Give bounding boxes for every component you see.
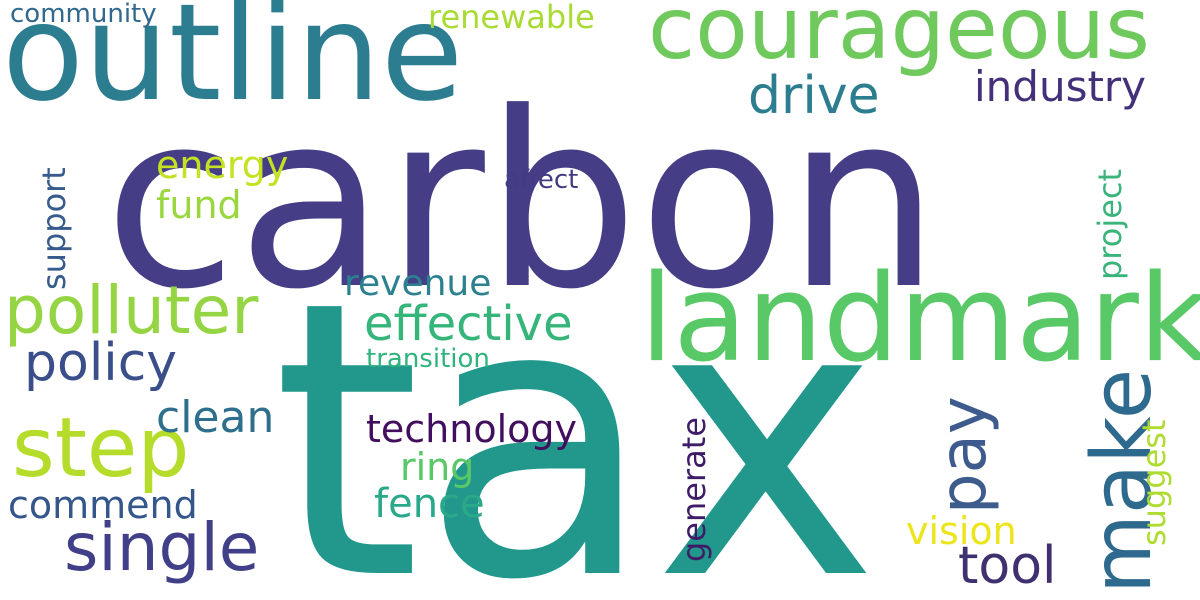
- word-fund: fund: [156, 183, 242, 227]
- word-technology: technology: [366, 407, 578, 451]
- word-vision: vision: [906, 509, 1017, 553]
- word-fence: fence: [374, 481, 485, 527]
- word-polluter: polluter: [4, 272, 259, 349]
- word-outline: outline: [2, 0, 464, 131]
- word-policy: policy: [24, 333, 178, 393]
- word-drive: drive: [748, 66, 880, 126]
- word-commend: commend: [8, 483, 198, 527]
- word-industry: industry: [974, 62, 1147, 111]
- word-single: single: [64, 509, 260, 586]
- word-support: support: [35, 167, 73, 290]
- word-suggest: suggest: [1135, 419, 1173, 546]
- word-pay: pay: [927, 396, 1001, 514]
- word-ring: ring: [400, 445, 475, 489]
- word-courageous: courageous: [648, 0, 1150, 79]
- word-tool: tool: [958, 536, 1057, 596]
- word-generate: generate: [675, 417, 713, 562]
- word-tax: tax: [272, 220, 879, 600]
- word-affect: affect: [504, 165, 579, 195]
- word-revenue: revenue: [344, 263, 492, 304]
- word-landmark: landmark: [640, 250, 1200, 389]
- word-clean: clean: [156, 392, 275, 443]
- word-energy: energy: [156, 143, 289, 187]
- word-step: step: [12, 401, 190, 496]
- word-project: project: [1091, 168, 1129, 280]
- word-transition: transition: [366, 344, 490, 374]
- word-carbon: carbon: [104, 61, 940, 343]
- word-renewable: renewable: [428, 0, 595, 36]
- word-effective: effective: [364, 296, 573, 352]
- word-community: community: [10, 0, 157, 29]
